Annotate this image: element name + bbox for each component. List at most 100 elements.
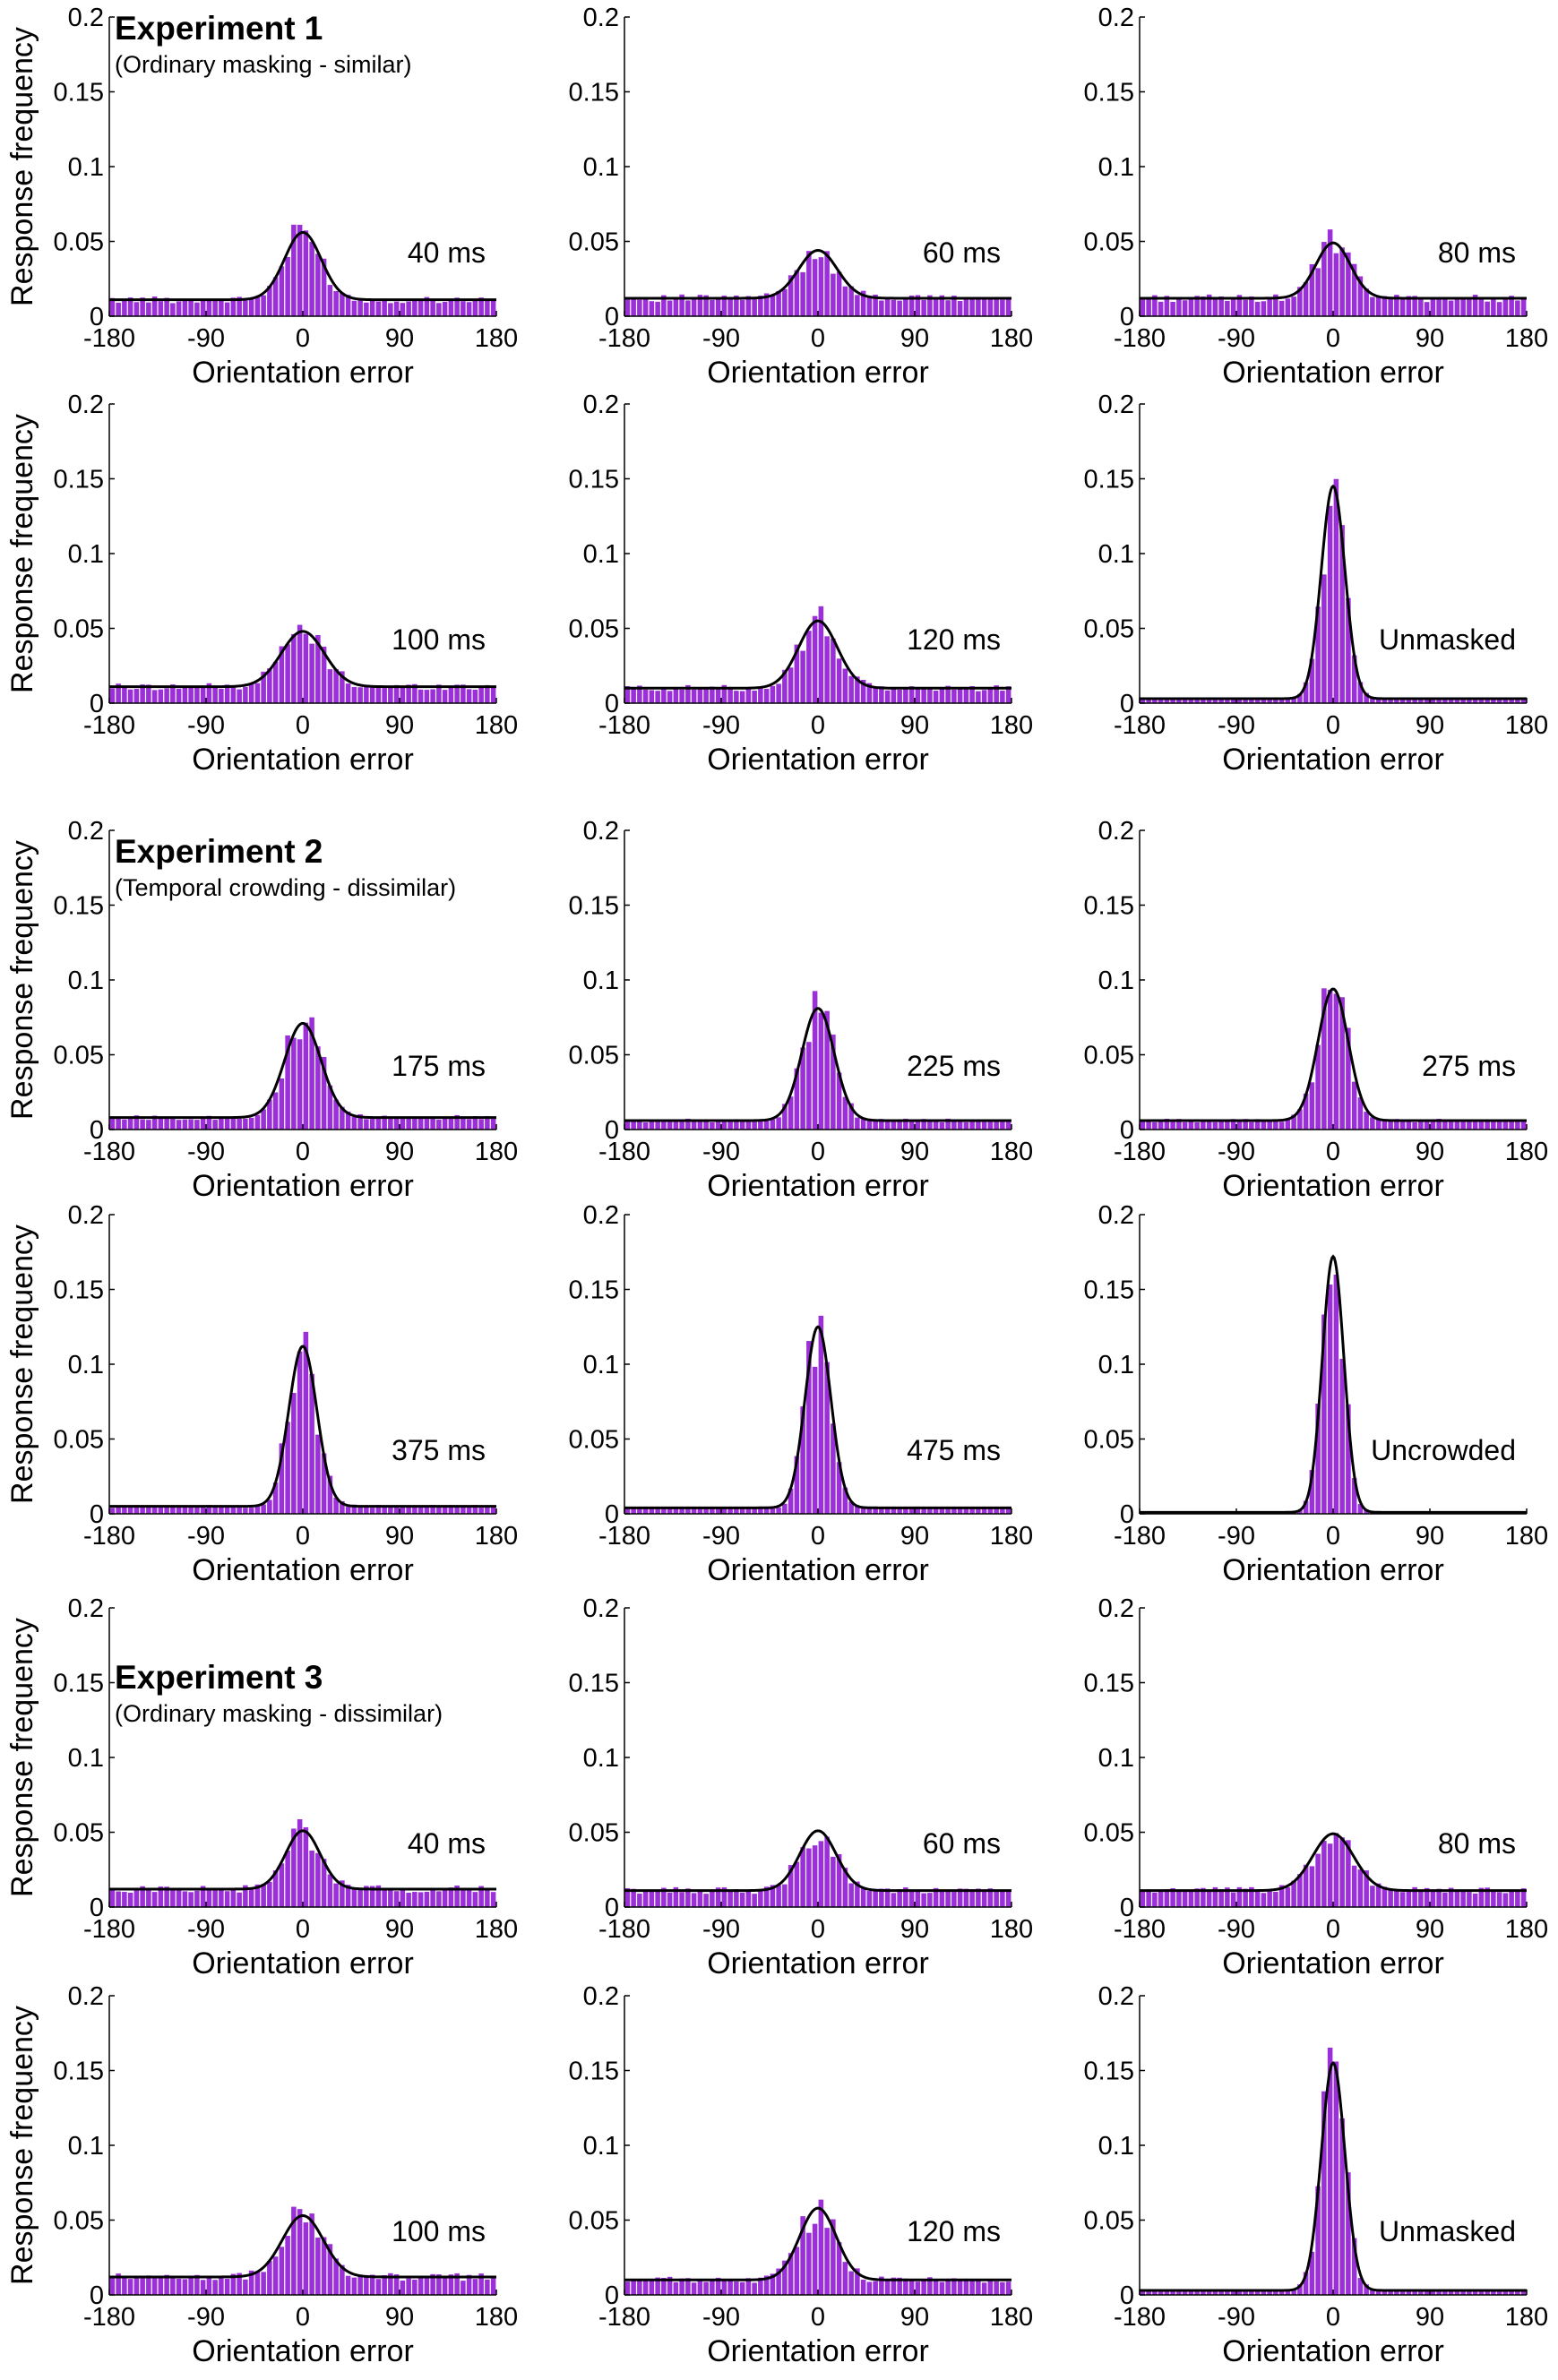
- histogram-bar: [327, 285, 333, 316]
- x-tick-label: -180: [598, 2303, 650, 2332]
- histogram-bar: [697, 688, 703, 703]
- histogram-bar: [697, 1121, 703, 1130]
- histogram-bar: [388, 1118, 393, 1130]
- fit-curve: [1140, 2061, 1527, 2292]
- histogram-bar: [1000, 1891, 1005, 1907]
- histogram-bar: [170, 2277, 176, 2295]
- histogram-bar: [921, 1508, 926, 1514]
- x-tick-label: 0: [296, 1138, 310, 1166]
- histogram-bar: [248, 1117, 254, 1130]
- histogram-bar: [212, 686, 218, 703]
- histogram-bar: [939, 688, 945, 703]
- histogram-bar: [800, 650, 805, 703]
- histogram-bar: [1406, 1121, 1412, 1130]
- histogram-bar: [345, 2275, 351, 2295]
- histogram-bar: [752, 1894, 757, 1907]
- histogram-bar: [1201, 2290, 1206, 2295]
- histogram-bar: [994, 685, 999, 703]
- histogram-bar: [315, 634, 321, 703]
- histogram-bar: [340, 1500, 345, 1514]
- histogram-bar: [140, 1505, 145, 1514]
- y-tick-label: 0.1: [68, 967, 104, 995]
- histogram-bar: [345, 1507, 351, 1514]
- histogram-bar: [1267, 2290, 1272, 2295]
- histogram-bar: [891, 299, 897, 316]
- condition-label: Unmasked: [1379, 2215, 1516, 2247]
- histogram-bar: [1278, 1121, 1285, 1130]
- y-tick-label: 0.05: [1084, 615, 1134, 644]
- histogram-bar: [1236, 1886, 1243, 1907]
- x-tick-label: 0: [811, 711, 825, 740]
- histogram-bar: [1520, 1888, 1527, 1907]
- x-tick-label: -180: [83, 1522, 135, 1551]
- histogram-bar: [472, 300, 478, 316]
- histogram-bar: [770, 1508, 776, 1514]
- y-tick-label: 0.2: [1098, 817, 1134, 846]
- histogram-bar: [1515, 1121, 1520, 1130]
- condition-label: 80 ms: [1438, 236, 1516, 269]
- x-axis-label: Orientation error: [707, 1169, 929, 1203]
- histogram-bar: [219, 2275, 224, 2295]
- histogram-bar: [697, 1508, 703, 1514]
- y-tick-label: 0.15: [569, 1670, 619, 1698]
- histogram-bar: [375, 301, 382, 316]
- histogram-bar: [478, 2273, 484, 2295]
- histogram-bar: [631, 2280, 636, 2295]
- histogram-bar: [637, 1119, 642, 1130]
- histogram-bar: [1333, 2061, 1339, 2295]
- histogram-bar: [655, 1507, 660, 1514]
- histogram-bar: [1315, 606, 1321, 703]
- histogram-bar: [454, 1885, 460, 1907]
- histogram-bar: [655, 301, 660, 316]
- histogram-bar: [710, 2279, 715, 2295]
- x-tick-label: 0: [296, 1915, 310, 1944]
- histogram-bar: [855, 1506, 860, 1514]
- y-tick-label: 0.05: [54, 1426, 104, 1455]
- histogram-bar: [261, 2272, 266, 2295]
- subplot: 0 0.05 0.1 0.15 0.2 -180 -90 0 90 180 Orientation …: [569, 1982, 1034, 2368]
- x-tick-label: 180: [990, 1915, 1033, 1944]
- histogram-bar: [1303, 682, 1309, 703]
- histogram-bar: [1412, 296, 1417, 316]
- histogram-bar: [1375, 1119, 1382, 1130]
- histogram-bar: [763, 2275, 770, 2295]
- x-axis-label: Orientation error: [1222, 1946, 1444, 1980]
- x-axis-label: Orientation error: [192, 1946, 414, 1980]
- x-tick-label: 0: [1326, 711, 1340, 740]
- x-axis-label: Orientation error: [192, 356, 414, 390]
- histogram-bar: [375, 686, 382, 703]
- histogram-bar: [133, 1505, 140, 1514]
- y-tick-label: 0.15: [569, 892, 619, 921]
- histogram-bar: [812, 2223, 818, 2295]
- histogram-bar: [454, 1114, 460, 1130]
- x-tick-label: 90: [385, 1138, 414, 1166]
- y-tick-label: 0.2: [68, 1594, 104, 1623]
- histogram-bar: [485, 1116, 490, 1130]
- histogram-bar: [388, 1889, 393, 1907]
- histogram-bar: [1273, 698, 1278, 703]
- histogram-bar: [879, 2276, 884, 2295]
- histogram-bar: [969, 1889, 975, 1907]
- histogram-bar: [272, 1870, 279, 1907]
- histogram-bar: [745, 1889, 752, 1907]
- y-tick-label: 0: [1120, 303, 1134, 331]
- histogram-bar: [649, 1508, 655, 1514]
- histogram-bar: [800, 2216, 805, 2295]
- histogram-bar: [400, 303, 406, 316]
- histogram-bar: [164, 1886, 169, 1907]
- histogram-bar: [1496, 698, 1502, 703]
- x-tick-label: -90: [187, 2303, 225, 2332]
- y-tick-label: 0.1: [583, 540, 619, 569]
- histogram-bar: [1467, 1121, 1472, 1130]
- histogram-bar: [327, 1475, 333, 1514]
- histogram-bar: [1460, 2290, 1466, 2295]
- histogram-bar: [1000, 299, 1005, 316]
- histogram-bar: [879, 1888, 884, 1907]
- histogram-bar: [782, 669, 788, 703]
- histogram-bar: [1448, 699, 1454, 703]
- histogram-bar: [333, 669, 339, 703]
- histogram-bar: [315, 1852, 321, 1907]
- histogram-bar: [297, 224, 303, 316]
- histogram-bar: [1254, 699, 1261, 703]
- y-tick-label: 0.2: [68, 817, 104, 846]
